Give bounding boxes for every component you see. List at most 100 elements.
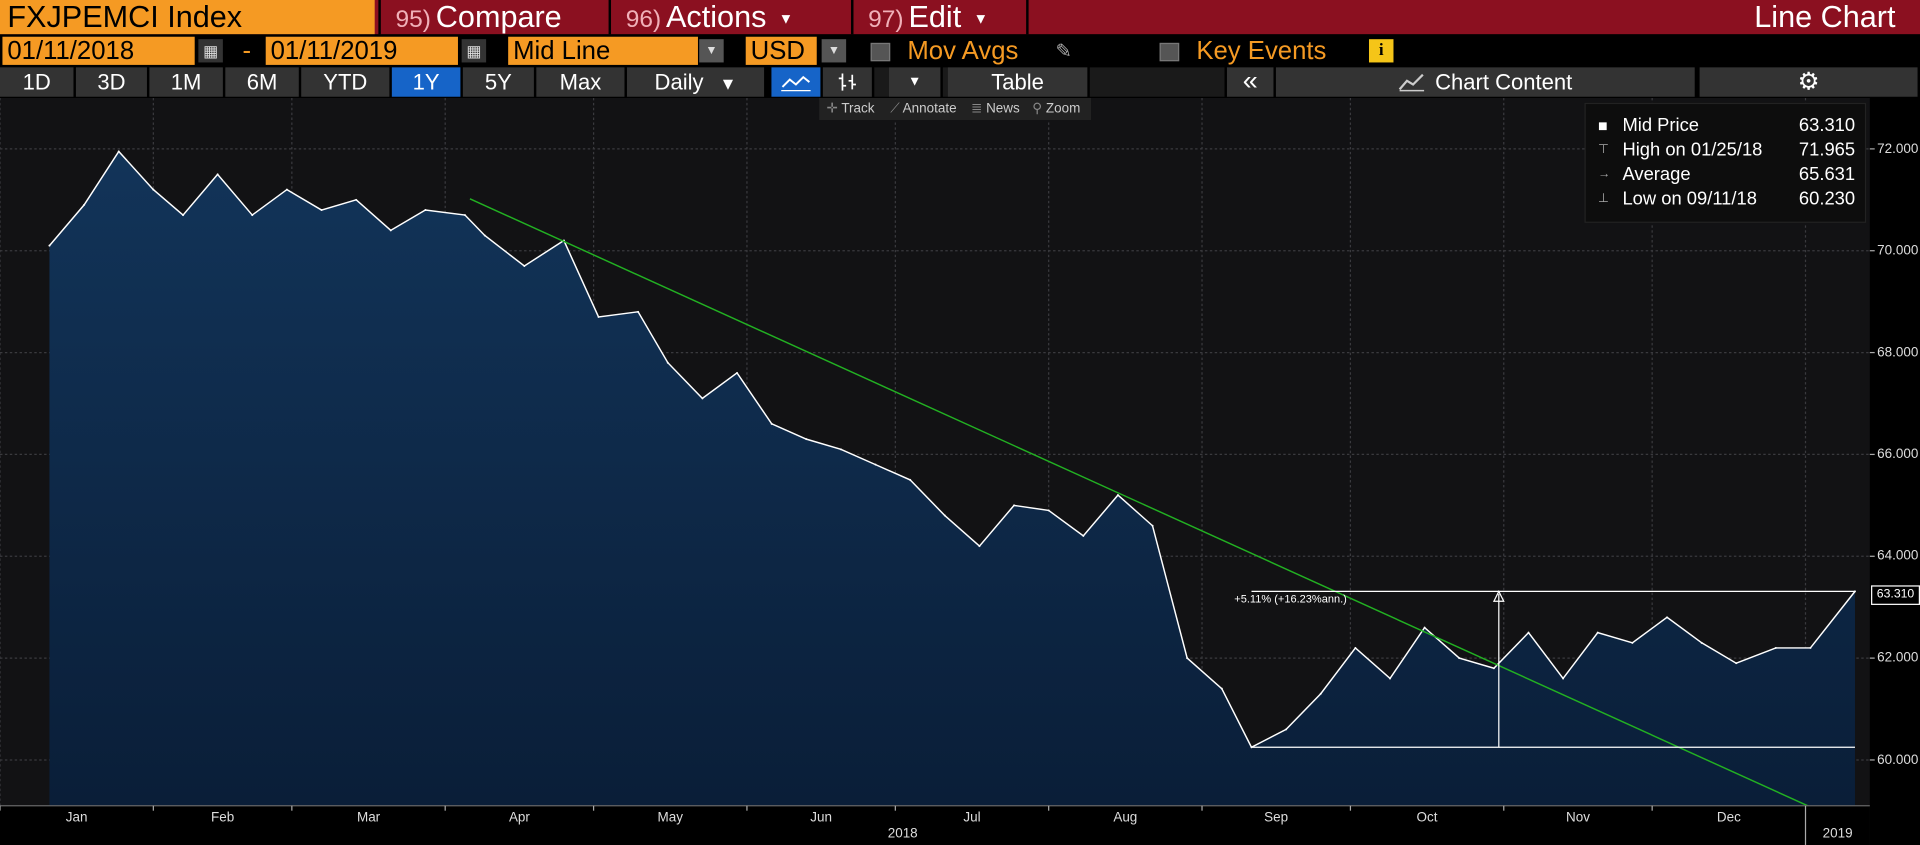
x-tick-label: Jan [66, 810, 88, 825]
ticker-field[interactable]: FXJPEMCI Index [0, 0, 375, 35]
period-1d[interactable]: 1D [0, 67, 74, 97]
table-button[interactable]: Table [947, 67, 1088, 97]
actions-number: 96) [625, 6, 662, 34]
line-chart-icon[interactable] [771, 67, 821, 97]
period-5y[interactable]: 5Y [462, 67, 534, 97]
price-point [1389, 677, 1391, 680]
period-1y[interactable]: 1Y [391, 67, 461, 97]
price-point [770, 422, 773, 425]
chevron-down-icon[interactable]: ▼ [821, 39, 847, 63]
legend-row-mid-price: ■ Mid Price 63.310 [1586, 114, 1865, 138]
period-1m[interactable]: 1M [149, 67, 223, 97]
track-label: Track [841, 101, 875, 117]
low-marker-icon: ⊥ [1597, 192, 1609, 206]
x-tick-label: Oct [1417, 810, 1438, 825]
x-axis-panel [0, 805, 1870, 845]
price-point [909, 478, 912, 481]
collapse-icon[interactable]: « [1226, 67, 1274, 97]
track-tool[interactable]: ✛ Track [827, 98, 875, 120]
caret-down-icon: ▼ [719, 73, 737, 94]
magnifier-icon: ⚲ [1032, 101, 1043, 117]
news-label: News [986, 101, 1020, 117]
x-tick-label: Jun [810, 810, 832, 825]
x-tick-label: Aug [1113, 810, 1137, 825]
x-year-label: 2019 [1823, 826, 1853, 841]
period-3d[interactable]: 3D [75, 67, 147, 97]
price-point [463, 214, 466, 217]
legend-row-low: ⊥ Low on 09/11/18 60.230 [1586, 187, 1865, 211]
compare-button[interactable]: 95) Compare [378, 0, 606, 35]
price-point [1220, 687, 1223, 690]
frequency-select[interactable]: Daily ▼ [626, 67, 765, 97]
x-tick-label: May [658, 810, 684, 825]
legend-row-high: ⊤ High on 01/25/18 71.965 [1586, 138, 1865, 162]
spacer [1089, 67, 1225, 97]
y-tick-label: 62.000 [1877, 650, 1919, 666]
price-point [1186, 657, 1189, 660]
price-point [1458, 657, 1461, 660]
period-ytd[interactable]: YTD [301, 67, 390, 97]
price-point [251, 214, 254, 217]
price-point [117, 150, 120, 153]
price-point [1666, 616, 1668, 619]
bar-chart-icon[interactable] [822, 67, 872, 97]
period-6m[interactable]: 6M [225, 67, 299, 97]
chart-content-label: Chart Content [1435, 69, 1573, 95]
price-point [978, 545, 981, 548]
pencil-icon[interactable]: ✎ [1055, 41, 1072, 63]
price-point [83, 203, 86, 206]
calendar-icon[interactable]: ▦ [198, 39, 223, 63]
edit-menu[interactable]: 97) Edit ▼ [851, 0, 1026, 35]
end-date-field[interactable]: 01/11/2019 [265, 36, 458, 65]
crosshair-icon: ✛ [826, 101, 838, 117]
currency-select[interactable]: USD [745, 36, 817, 65]
price-point [1151, 524, 1154, 527]
key-events-checkbox[interactable] [1159, 42, 1180, 62]
price-point [182, 214, 185, 217]
mov-avgs-checkbox[interactable] [870, 42, 891, 62]
legend-box[interactable]: ■ Mid Price 63.310 ⊤ High on 01/25/18 71… [1584, 102, 1867, 223]
y-tick-label: 70.000 [1877, 243, 1919, 259]
legend-value: 60.230 [1798, 188, 1856, 210]
price-point [839, 448, 842, 451]
info-icon[interactable]: i [1368, 39, 1394, 63]
key-events-label: Key Events [1196, 36, 1327, 65]
news-tool[interactable]: ≣ News [971, 98, 1020, 120]
actions-menu[interactable]: 96) Actions ▼ [608, 0, 849, 35]
chart-type-dropdown[interactable]: ▼ [888, 67, 941, 97]
start-date-field[interactable]: 01/11/2018 [2, 36, 195, 65]
annotate-tool[interactable]: ⟋ Annotate [890, 98, 956, 120]
price-point [1423, 626, 1426, 629]
price-chart[interactable]: Jan Feb Mar Apr May Jun Jul Aug Sep Oct Nov Dec 2018… [0, 97, 1920, 845]
measure-arrow-head [1492, 590, 1505, 602]
change-annotation-label: +5.11% (+16.23%ann.) [1234, 592, 1347, 605]
price-point [152, 188, 155, 191]
x-tick-label: Sep [1264, 810, 1288, 825]
y-tick-label: 72.000 [1877, 141, 1919, 157]
divider [1026, 0, 1029, 35]
price-point [1354, 646, 1357, 649]
calendar-icon[interactable]: ▦ [461, 39, 487, 63]
compare-label: Compare [435, 0, 562, 35]
last-price-tag: 63.310 [1871, 585, 1920, 605]
price-point [48, 244, 51, 247]
average-marker-icon: → [1597, 167, 1611, 182]
price-point [1492, 667, 1495, 670]
line-type-select[interactable]: Mid Line [508, 36, 698, 65]
price-point [389, 229, 392, 232]
legend-label: Mid Price [1622, 115, 1700, 136]
chevron-down-icon[interactable]: ▼ [699, 39, 724, 63]
zoom-tool[interactable]: ⚲ Zoom [1032, 98, 1080, 120]
legend-value: 71.965 [1798, 139, 1856, 161]
x-tick-label: Mar [357, 810, 381, 825]
price-point [1319, 692, 1322, 695]
chart-area: Jan Feb Mar Apr May Jun Jul Aug Sep Oct Nov Dec 2018… [0, 97, 1920, 845]
y-tick-label: 60.000 [1877, 752, 1919, 768]
chart-content-button[interactable]: Chart Content [1275, 67, 1695, 97]
gear-icon[interactable]: ⚙ [1699, 67, 1918, 97]
period-max[interactable]: Max [536, 67, 625, 97]
frequency-label: Daily [654, 69, 704, 95]
price-point [666, 361, 669, 364]
y-tick-label: 64.000 [1877, 548, 1919, 564]
